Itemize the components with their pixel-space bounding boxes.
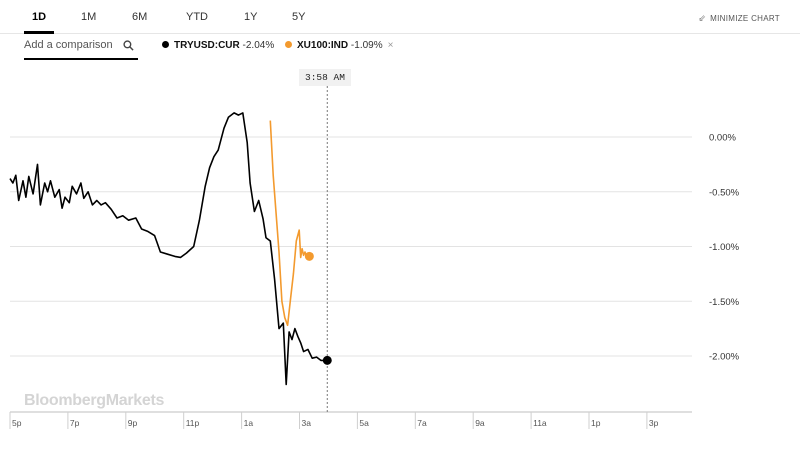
x-tick-label: 11p xyxy=(186,418,200,428)
x-tick-label: 9a xyxy=(475,418,485,428)
x-tick-label: 7a xyxy=(417,418,427,428)
y-tick-label: 0.00% xyxy=(709,133,736,144)
x-tick-label: 3a xyxy=(302,418,312,428)
grid-lines xyxy=(10,136,692,357)
series-color-dot xyxy=(285,41,292,48)
remove-comparison-icon[interactable]: × xyxy=(387,40,394,51)
legend-change: -1.09% xyxy=(350,40,383,51)
series-line-xu100-ind xyxy=(269,120,310,327)
y-tick-label: -2.00% xyxy=(709,352,740,363)
tab-1m[interactable]: 1M xyxy=(81,11,97,23)
tab-6m[interactable]: 6M xyxy=(132,11,148,23)
minimize-label: MINIMIZE CHART xyxy=(710,14,780,23)
x-tick-label: 9p xyxy=(128,418,138,428)
bloomberg-watermark: BloombergMarkets xyxy=(24,392,165,409)
series-line-tryusd-cur xyxy=(9,112,328,386)
y-axis: 0.00% -0.50% -1.00% -1.50% -2.00% xyxy=(709,133,740,363)
x-tick-label: 1p xyxy=(591,418,601,428)
comparison-search xyxy=(24,36,138,60)
search-icon[interactable] xyxy=(123,40,134,51)
minimize-icon: ⇙ xyxy=(698,13,707,23)
series-end-marker xyxy=(304,251,314,261)
legend-symbol: TRYUSD:CUR xyxy=(174,40,240,51)
legend-item-xu100: XU100:IND -1.09% × xyxy=(285,40,393,51)
series-lines xyxy=(9,112,332,386)
y-tick-label: -1.00% xyxy=(709,242,740,253)
series-end-marker xyxy=(322,355,332,365)
tab-5y[interactable]: 5Y xyxy=(292,11,306,23)
minimize-chart-button[interactable]: ⇙ MINIMIZE CHART xyxy=(698,13,780,24)
tab-1d[interactable]: 1D xyxy=(32,11,47,23)
legend-item-tryusd: TRYUSD:CUR -2.04% xyxy=(162,40,274,51)
crosshair-time-label: 3:58 AM xyxy=(299,69,351,86)
x-axis: 5p 7p 9p 11p 1a 3a 5a 7a 9a 11a 1p 3p xyxy=(9,411,692,429)
comparison-input[interactable] xyxy=(24,39,120,51)
x-tick-label: 5a xyxy=(359,418,369,428)
tab-1y[interactable]: 1Y xyxy=(244,11,258,23)
tab-ytd[interactable]: YTD xyxy=(186,11,208,23)
range-tabs: 1D 1M 6M YTD 1Y 5Y ⇙ MINIMIZE CHART xyxy=(0,0,800,34)
y-tick-label: -0.50% xyxy=(709,187,740,198)
x-tick-label: 7p xyxy=(70,418,80,428)
active-tab-indicator xyxy=(24,31,54,34)
x-tick-label: 5p xyxy=(12,418,22,428)
x-tick-label: 3p xyxy=(649,418,659,428)
legend-symbol: XU100:IND xyxy=(297,40,349,51)
x-tick-label: 11a xyxy=(533,418,547,428)
x-tick-label: 1a xyxy=(244,418,254,428)
y-tick-label: -1.50% xyxy=(709,297,740,308)
series-color-dot xyxy=(162,41,169,48)
legend-change: -2.04% xyxy=(242,40,275,51)
